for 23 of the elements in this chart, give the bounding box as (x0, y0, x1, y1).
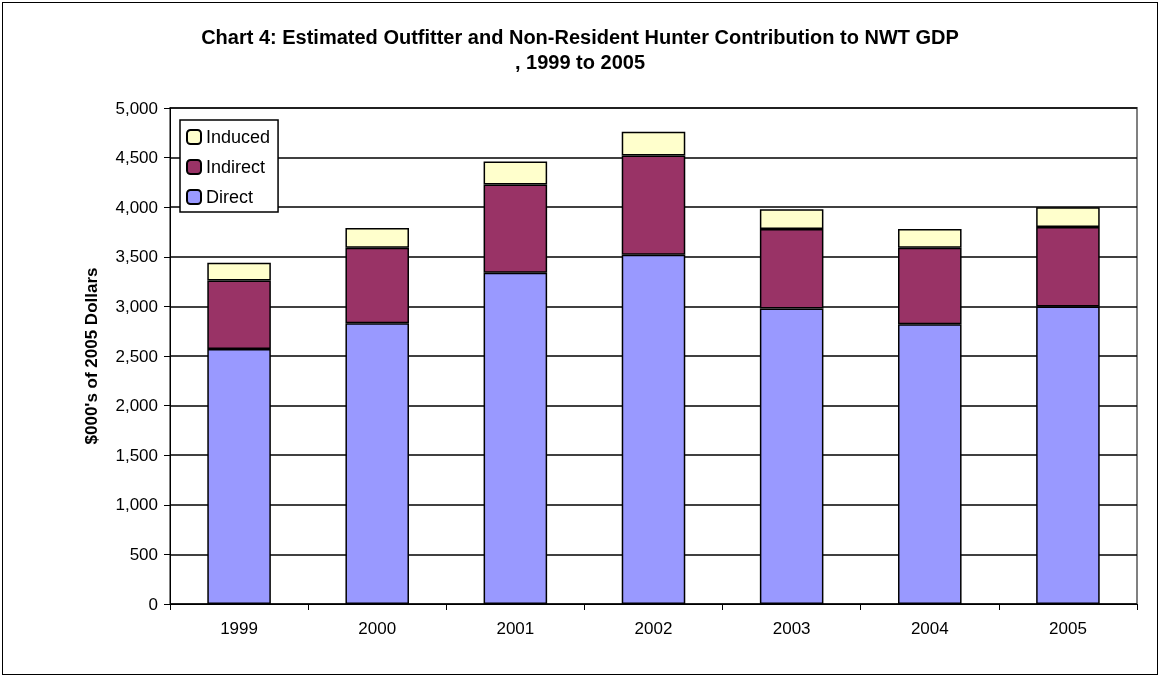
y-axis-title: $000's of 2005 Dollars (82, 267, 101, 445)
x-tick-label: 2005 (1049, 619, 1087, 638)
y-tick-label: 2,000 (115, 396, 158, 416)
y-tick-label: 5,000 (115, 98, 158, 118)
y-tick-label: 4,000 (115, 197, 158, 217)
legend-label: Induced (206, 127, 271, 147)
y-tick-label: 1,000 (115, 495, 158, 515)
x-tick-label: 2000 (358, 619, 397, 638)
y-tick-label: 2,500 (115, 346, 158, 366)
chart-title: Chart 4: Estimated Outfitter and Non-Resident Hunter Contribution to NWT GDP, 1999 to 2005 (201, 25, 959, 73)
y-tick-label: 0 (148, 594, 158, 614)
x-tick-label: 2001 (496, 619, 535, 638)
y-tick-label: 3,000 (115, 296, 158, 316)
y-tick-label: 1,500 (115, 445, 158, 465)
y-tick-label: 500 (129, 544, 158, 564)
legend-label: Indirect (206, 157, 266, 177)
x-tick-label: 1999 (220, 619, 258, 638)
y-tick-label: 4,500 (115, 148, 158, 168)
x-tick-label: 2003 (772, 619, 811, 638)
x-tick-label: 2002 (634, 619, 673, 638)
legend-label: Direct (206, 187, 254, 207)
x-tick-label: 2004 (910, 619, 949, 638)
y-tick-label: 3,500 (115, 247, 158, 267)
